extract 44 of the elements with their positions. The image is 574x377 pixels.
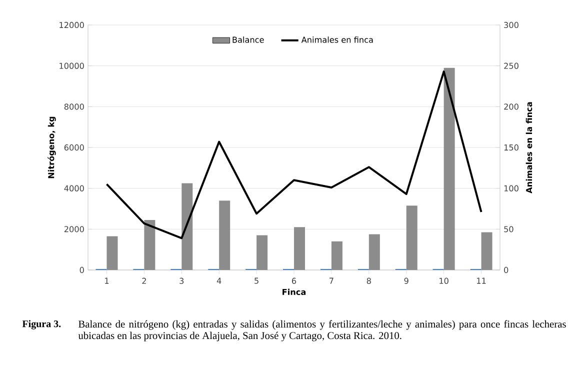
- x-tick-label: 9: [404, 278, 408, 284]
- x-tick-label: 3: [180, 278, 184, 284]
- y-tick-label: 0: [80, 266, 84, 274]
- legend-label: Animales en finca: [301, 36, 373, 43]
- y2-tick-label: 50: [504, 226, 514, 232]
- bar: [294, 227, 305, 270]
- bar: [256, 235, 268, 270]
- x-tick-label: 11: [477, 278, 486, 284]
- y2-tick-label: 150: [504, 144, 518, 151]
- bar: [219, 200, 230, 270]
- line-series: [106, 70, 482, 240]
- y-tick-label: 12000: [60, 22, 84, 28]
- bar: [331, 241, 342, 270]
- y-tick-label: 6000: [64, 144, 84, 151]
- x-tick-label: 1: [105, 278, 109, 284]
- x-tick-label: 6: [292, 278, 296, 284]
- bar: [106, 236, 118, 270]
- y2-tick-label: 250: [504, 62, 518, 69]
- bar: [144, 220, 156, 270]
- x-tick-label: 4: [216, 278, 222, 284]
- y-tick-label: 4000: [64, 185, 84, 192]
- x-tick-label: 2: [142, 278, 146, 284]
- y-axis-title: Nitrógeno, kg: [48, 116, 56, 178]
- bar: [182, 183, 193, 270]
- x-tick-label: 10: [440, 278, 448, 284]
- y2-axis-title: Animales en la finca: [526, 102, 532, 194]
- x-axis-title: Finca: [282, 288, 306, 296]
- y-tick-label: 2000: [64, 226, 84, 232]
- y2-tick-label: 200: [504, 104, 518, 110]
- y-tick-label: 8000: [64, 104, 84, 110]
- bar: [444, 68, 455, 270]
- bar: [406, 206, 418, 270]
- x-tick-label: 8: [366, 278, 371, 284]
- bar: [368, 234, 380, 270]
- text: Balance de nitrógeno (kg) entradas y salidas (alimentos y fertilizantes/leche y animales) para once fincas lecheras ubicadas en las provincias de Alajuela, San José y Cartago, Costa Rica. 2010.: [78, 320, 566, 342]
- bar: [481, 232, 492, 270]
- x-tick-label: 5: [254, 278, 258, 284]
- text: Figura 3.: [22, 320, 61, 330]
- x-tick-label: 7: [330, 278, 334, 284]
- y2-tick-label: 300: [504, 22, 518, 28]
- y2-tick-label: 0: [504, 266, 508, 274]
- legend-label: Balance: [232, 36, 264, 43]
- y-tick-label: 10000: [60, 62, 84, 69]
- y2-tick-label: 100: [504, 185, 518, 192]
